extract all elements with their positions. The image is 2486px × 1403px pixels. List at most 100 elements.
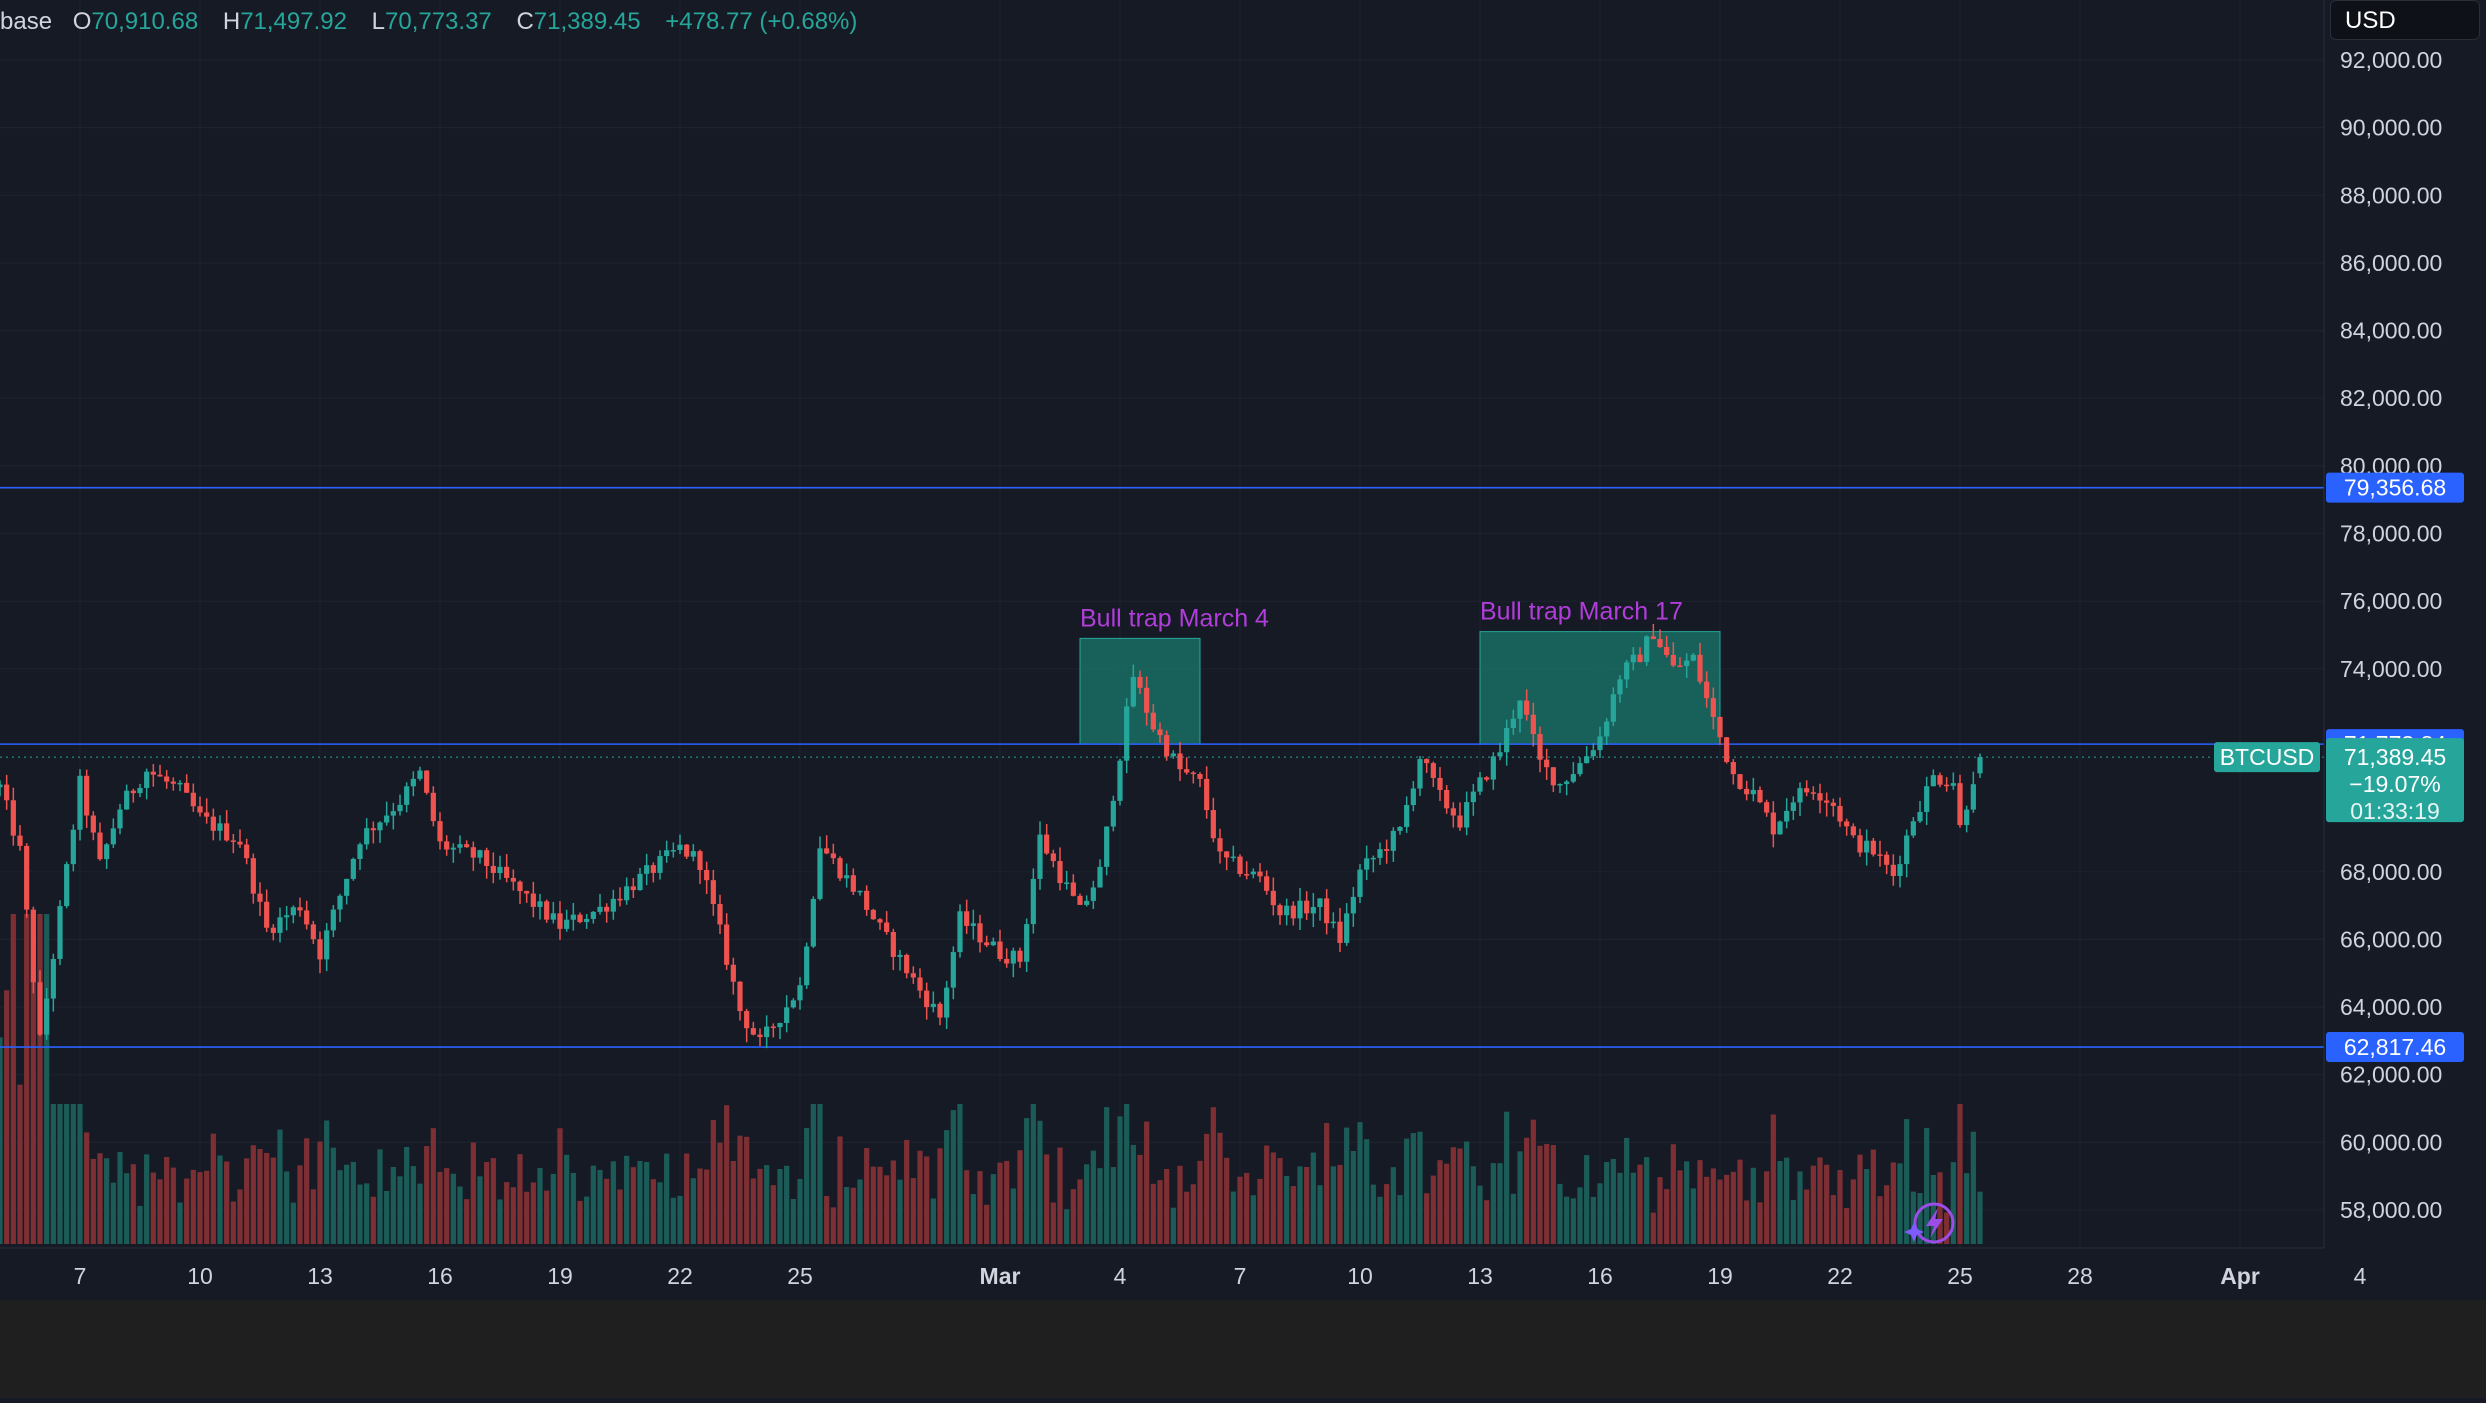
volume-bar: [57, 1104, 63, 1244]
annotation-label[interactable]: Bull trap March 4: [1080, 604, 1269, 632]
candle-body: [184, 782, 190, 793]
level-badge: [2326, 472, 2464, 503]
volume-bar: [1524, 1137, 1530, 1244]
volume-bar: [850, 1187, 856, 1244]
candle-body: [964, 911, 970, 926]
candle-body: [364, 828, 370, 845]
currency-button[interactable]: USD: [2330, 0, 2480, 40]
volume-bar: [210, 1133, 216, 1244]
candle-body: [430, 792, 436, 822]
price-tick-label: 64,000.00: [2340, 994, 2442, 1020]
volume-bar: [424, 1146, 430, 1244]
volume-bar: [310, 1189, 316, 1244]
candle-body: [264, 901, 270, 928]
candle-body: [390, 811, 396, 816]
volume-bar: [710, 1120, 716, 1244]
volume-bar: [1050, 1202, 1056, 1244]
horizontal-levels[interactable]: [0, 486, 2324, 1048]
time-tick-label: 4: [2354, 1263, 2367, 1289]
volume-bar: [1017, 1150, 1023, 1244]
candle-body: [1930, 775, 1936, 787]
symbol-fragment[interactable]: base: [0, 8, 53, 35]
annotations[interactable]: Bull trap March 4 Bull trap March 17: [1079, 598, 1721, 745]
candle-body: [197, 806, 203, 813]
candle-body: [557, 913, 563, 929]
candle-body: [1144, 687, 1150, 713]
candle-body: [350, 858, 356, 879]
annotation-label[interactable]: Bull trap March 17: [1480, 598, 1683, 626]
low-value: 70,773.37: [385, 8, 492, 35]
candle-body: [1790, 802, 1796, 811]
time-axis[interactable]: 7 10 13 16 19 22 25 Mar 4 7 10 13 16 19 22 25 28 Apr 4: [74, 1263, 2367, 1289]
volume-bar: [1377, 1196, 1383, 1244]
volume-bar: [1044, 1154, 1050, 1244]
volume-bar: [1444, 1163, 1450, 1244]
price-axis[interactable]: 92,000.00 90,000.00 88,000.00 86,000.00 84,0…: [2340, 47, 2442, 1223]
volume-bar: [277, 1129, 283, 1244]
candle-body: [1350, 896, 1356, 914]
volume-bar: [1657, 1177, 1663, 1244]
time-tick-label: 13: [1467, 1263, 1493, 1289]
candle-body: [1677, 665, 1683, 668]
candle-body: [797, 985, 803, 1001]
volume-bar: [1957, 1104, 1963, 1244]
candle-body: [1750, 789, 1756, 795]
volume-bar: [630, 1167, 636, 1244]
volume-bar: [270, 1157, 276, 1244]
volume-bar: [564, 1154, 570, 1244]
volume-bar: [757, 1168, 763, 1244]
candle-body: [110, 828, 116, 845]
volume-bar: [1857, 1154, 1863, 1244]
candle-body: [1697, 654, 1703, 682]
candle-body: [1324, 898, 1330, 924]
volume-bar: [197, 1172, 203, 1244]
candle-body: [1504, 727, 1510, 753]
time-tick-label: 7: [1234, 1263, 1247, 1289]
volume-bar: [1837, 1170, 1843, 1244]
lightning-icon[interactable]: [1904, 1202, 1955, 1244]
candle-body: [1244, 874, 1250, 876]
candle-body: [590, 911, 596, 919]
volume-bar: [1024, 1118, 1030, 1244]
candle-body: [1977, 757, 1983, 774]
candle-body: [290, 907, 296, 916]
volume-bar: [297, 1165, 303, 1244]
volume-bar: [1670, 1144, 1676, 1244]
volume-bar: [1297, 1166, 1303, 1244]
candle-body: [424, 770, 430, 793]
candle-body: [570, 914, 576, 920]
candle-body: [1610, 694, 1616, 722]
volume-bar: [390, 1167, 396, 1244]
candle-body: [897, 954, 903, 957]
volume-bar: [570, 1172, 576, 1244]
volume-bar: [1310, 1152, 1316, 1244]
volume-bar: [990, 1174, 996, 1244]
volume-bar: [1217, 1132, 1223, 1244]
candle-body: [17, 835, 23, 846]
candle-body: [477, 850, 483, 858]
candle-body: [324, 930, 330, 960]
candle-body: [57, 906, 63, 959]
volume-bar: [1797, 1171, 1803, 1244]
volume-bar: [644, 1161, 650, 1244]
volume-bar: [1337, 1164, 1343, 1244]
time-tick-label: 22: [1827, 1263, 1853, 1289]
candle-body: [397, 804, 403, 812]
candle-body: [650, 865, 656, 873]
volume-bar: [857, 1179, 863, 1244]
volume-bar: [237, 1189, 243, 1244]
volume-bar: [1910, 1191, 1916, 1244]
volume-bar: [657, 1182, 663, 1244]
candle-body: [124, 790, 130, 810]
volume-bar: [1817, 1157, 1823, 1244]
candle-body: [1964, 809, 1970, 826]
volume-bar: [417, 1183, 423, 1244]
volume-bar: [704, 1169, 710, 1244]
candle-body: [177, 782, 183, 785]
volume-bar: [1604, 1161, 1610, 1244]
candle-body: [1730, 762, 1736, 775]
candle-body: [1150, 712, 1156, 730]
candle-body: [1577, 763, 1583, 775]
